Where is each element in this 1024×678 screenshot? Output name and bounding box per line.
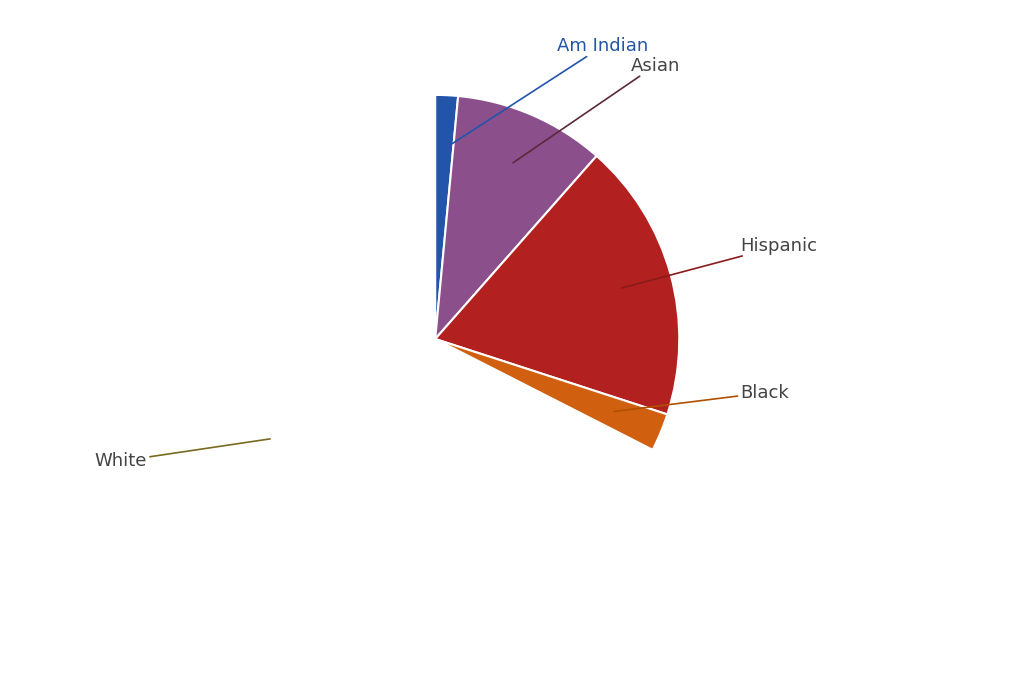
Text: Black: Black (613, 384, 790, 412)
Text: White: White (95, 439, 270, 470)
Wedge shape (435, 339, 668, 450)
Wedge shape (435, 156, 679, 414)
Text: Asian: Asian (513, 57, 680, 163)
Text: Hispanic: Hispanic (622, 237, 817, 288)
Wedge shape (435, 96, 597, 339)
Text: Am Indian: Am Indian (446, 37, 648, 147)
Wedge shape (435, 95, 458, 339)
Wedge shape (191, 95, 652, 583)
